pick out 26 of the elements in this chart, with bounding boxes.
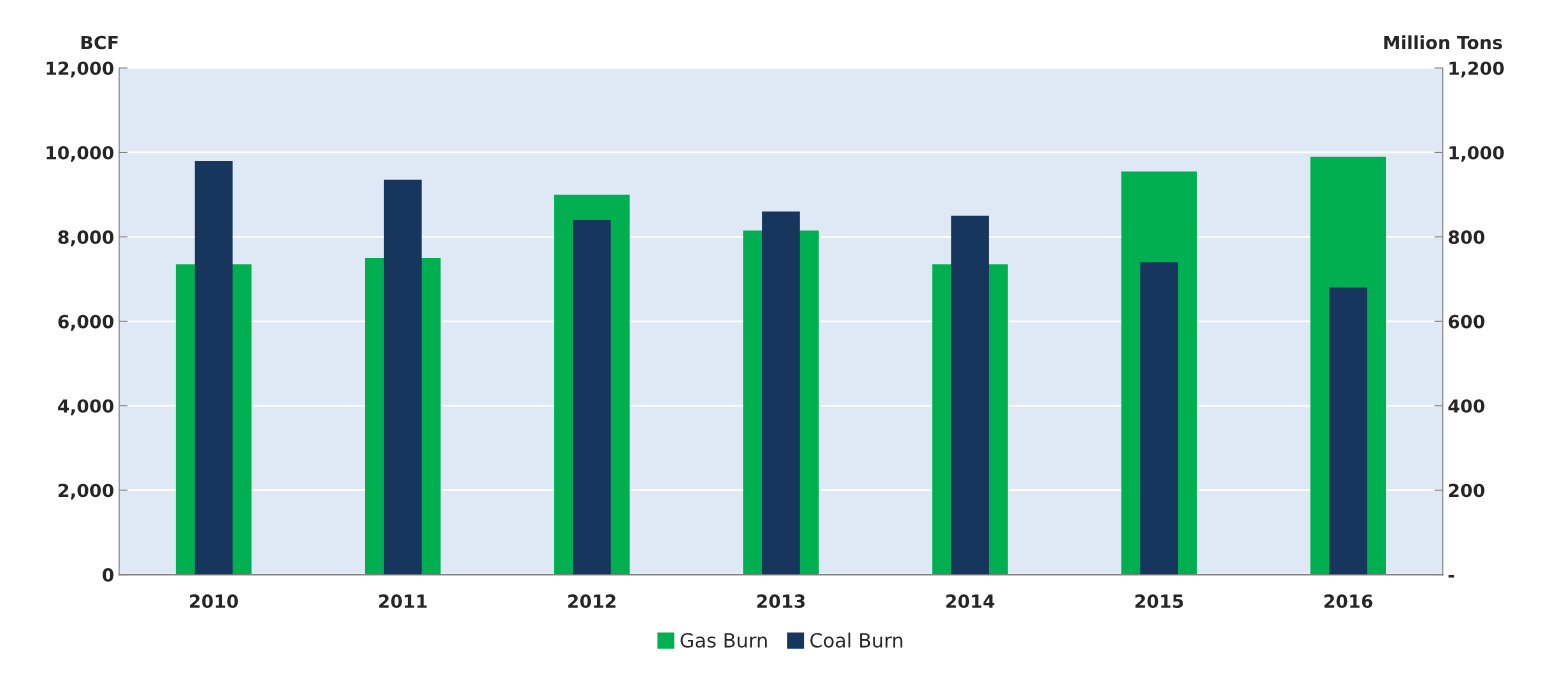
- bar: [1329, 287, 1368, 575]
- y-tick-label: 8,000: [58, 230, 114, 247]
- y2-axis-title: Million Tons: [1384, 35, 1502, 50]
- x-tick-label: 2010: [190, 594, 238, 609]
- y-tick-label: 10,000: [46, 145, 114, 162]
- x-tick-label: 2014: [946, 594, 995, 609]
- y2-tick-label: 1,000: [1449, 145, 1504, 162]
- y2-tick-label: 800: [1448, 230, 1485, 244]
- y2-tick-label: 400: [1448, 399, 1485, 413]
- x-tick-label: 2013: [757, 594, 805, 609]
- y2-tick-label: 1,200: [1449, 61, 1504, 78]
- y2-tick-label: 200: [1449, 483, 1485, 498]
- y-axis-title: BCF: [81, 35, 118, 50]
- x-tick-label: 2016: [1324, 594, 1373, 609]
- y2-tick-label: 600: [1448, 314, 1485, 329]
- y-tick-label: 6,000: [58, 314, 114, 331]
- y-tick-label: 4,000: [58, 399, 114, 416]
- legend-label: Gas Burn: [680, 632, 767, 648]
- x-tick-label: 2015: [1135, 594, 1183, 609]
- x-tick-label: 2012: [568, 594, 616, 609]
- y-tick-label: 0: [102, 568, 114, 582]
- legend-label: Coal Burn: [810, 632, 903, 648]
- y-tick-label: 12,000: [46, 61, 114, 78]
- y2-tick-label: -: [1448, 574, 1455, 578]
- x-tick-label: 2011: [379, 594, 427, 609]
- y-tick-label: 2,000: [58, 483, 114, 500]
